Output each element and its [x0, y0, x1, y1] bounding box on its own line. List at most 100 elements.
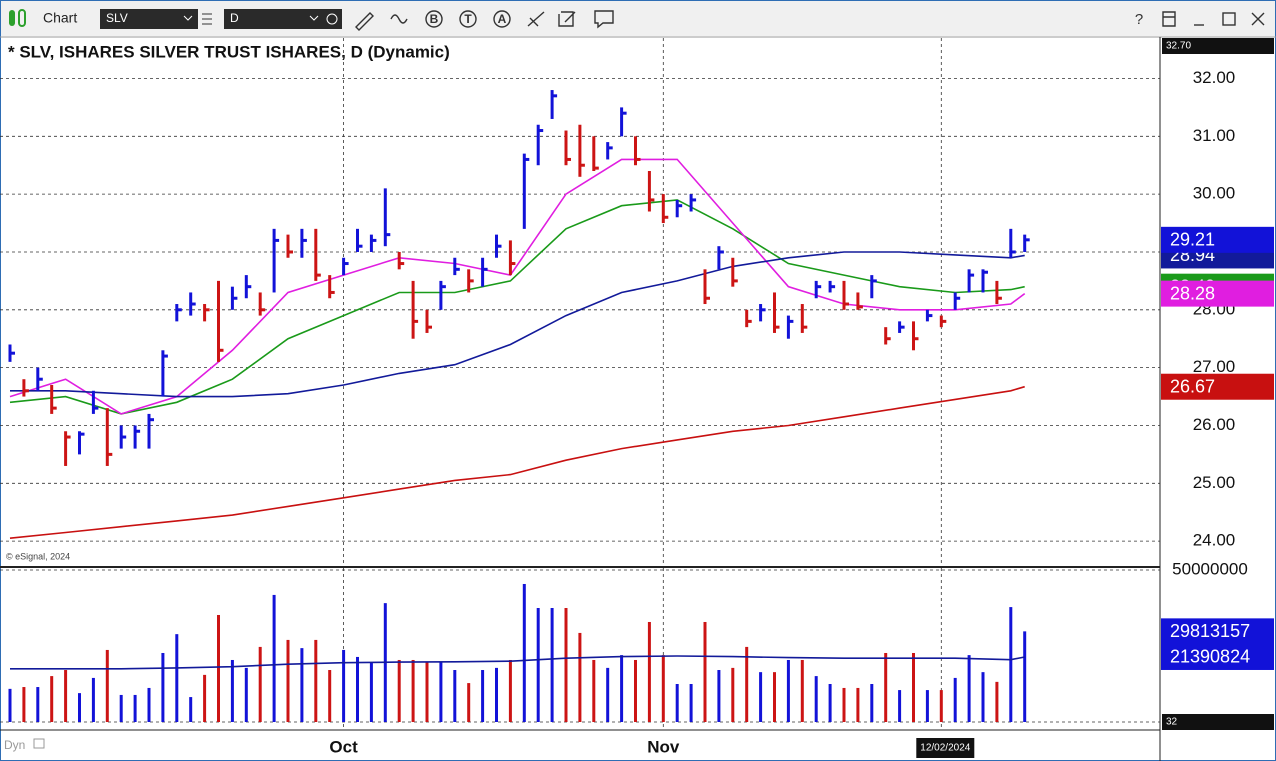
volume-bar [453, 670, 457, 722]
volume-bar [272, 594, 276, 722]
volume-bar [119, 694, 123, 722]
value-label: 29.21 [1170, 230, 1215, 250]
volume-bar [522, 583, 526, 722]
t-tool[interactable] [459, 10, 477, 28]
volume-bar [78, 693, 81, 722]
b-tool[interactable] [425, 10, 443, 28]
price-bars [8, 90, 1030, 466]
moving-averages [9, 158, 1026, 539]
volume-bar [508, 659, 512, 722]
pencil-tool[interactable] [355, 12, 374, 31]
volume-bar [884, 652, 888, 722]
volume-bar [244, 667, 248, 722]
y-tick-label: 27.00 [1193, 357, 1236, 376]
symbol-input[interactable] [100, 9, 198, 29]
volume-bar [647, 621, 651, 722]
volume-bar [203, 674, 207, 722]
moving-average [9, 199, 1025, 415]
moving-average [10, 251, 1025, 398]
svg-text:A: A [498, 12, 507, 26]
volume-bar [1023, 631, 1027, 722]
curve-tool[interactable] [390, 14, 408, 24]
volume-bar [536, 608, 540, 722]
volume-bar [397, 659, 401, 722]
volume-bar [925, 690, 929, 722]
comment-tool[interactable] [594, 10, 614, 29]
a-tool[interactable] [493, 10, 511, 28]
value-box [1161, 643, 1274, 670]
value-box [1161, 280, 1274, 307]
volume-bar [689, 684, 693, 722]
interval-input[interactable] [224, 9, 342, 29]
volume-bar [300, 648, 304, 722]
volume-bar [856, 687, 860, 722]
volume-bar [606, 667, 610, 722]
volume-bar [356, 656, 359, 722]
value-label: 21390824 [1170, 647, 1250, 667]
volume-bar [814, 676, 818, 722]
volume-panel [8, 583, 1027, 722]
right-axis: 24.0025.0026.0027.0028.0029.0030.0031.00… [329, 38, 1274, 758]
x-tick-label: 12/02/2024 [920, 743, 970, 754]
x-tick-label: Nov [647, 737, 680, 756]
volume-bar [717, 670, 721, 722]
volume-bar [550, 608, 554, 722]
volume-bar [495, 667, 498, 722]
window-icon[interactable] [1162, 11, 1176, 27]
volume-bar [842, 687, 846, 722]
y-tick-label: 30.00 [1193, 184, 1236, 203]
volume-bar [286, 639, 290, 722]
value-box [1161, 373, 1274, 400]
drawing-tools [355, 10, 1265, 31]
svg-text:B: B [430, 12, 439, 26]
volume-bar [217, 614, 220, 722]
volume-bar [481, 670, 485, 722]
lock-icon[interactable] [33, 738, 45, 749]
volume-bar [828, 684, 832, 722]
watermark: © eSignal, 2024 [6, 551, 70, 561]
logo [9, 9, 26, 27]
menu-icon[interactable] [202, 13, 212, 25]
volume-bar [1009, 607, 1013, 722]
volume-bar [953, 677, 957, 722]
value-box [1161, 618, 1274, 645]
volume-tick-label: 50000000 [1172, 559, 1248, 578]
volume-bar [786, 659, 790, 722]
volume-average [10, 655, 1025, 670]
volume-bar [439, 662, 443, 722]
volume-bar [342, 649, 346, 722]
volume-bar [8, 688, 12, 722]
volume-bar [50, 676, 54, 722]
volume-bar [91, 677, 95, 722]
volume-bar [939, 690, 943, 722]
svg-text:T: T [464, 12, 472, 26]
moving-average [9, 385, 1025, 539]
volume-bar [161, 652, 165, 722]
volume-bar [133, 694, 137, 722]
y-tick-label: 31.00 [1193, 126, 1236, 145]
volume-bar [898, 690, 902, 722]
clock-icon[interactable] [326, 13, 338, 25]
volume-bar [703, 621, 707, 722]
x-tick-label: Oct [329, 737, 358, 756]
volume-bar [369, 663, 373, 722]
volume-bar [773, 672, 776, 722]
y-tick-label: 25.00 [1193, 473, 1236, 492]
volume-bar [22, 687, 26, 722]
svg-text:?: ? [1135, 11, 1143, 28]
top-tick-box [1162, 38, 1274, 54]
volume-bar [564, 608, 568, 722]
maximize[interactable] [1222, 12, 1236, 26]
close[interactable] [1251, 12, 1265, 26]
edit-tool[interactable] [558, 11, 576, 27]
volume-bar [258, 646, 262, 722]
toolbar [1, 1, 1275, 36]
moving-average [9, 158, 1026, 415]
volume-bottom-box [1162, 714, 1274, 730]
volume-bar [175, 634, 179, 722]
fib-tool[interactable] [527, 11, 545, 27]
dropdown-arrow [183, 15, 193, 21]
top-tick-label: 32.70 [1166, 41, 1191, 52]
